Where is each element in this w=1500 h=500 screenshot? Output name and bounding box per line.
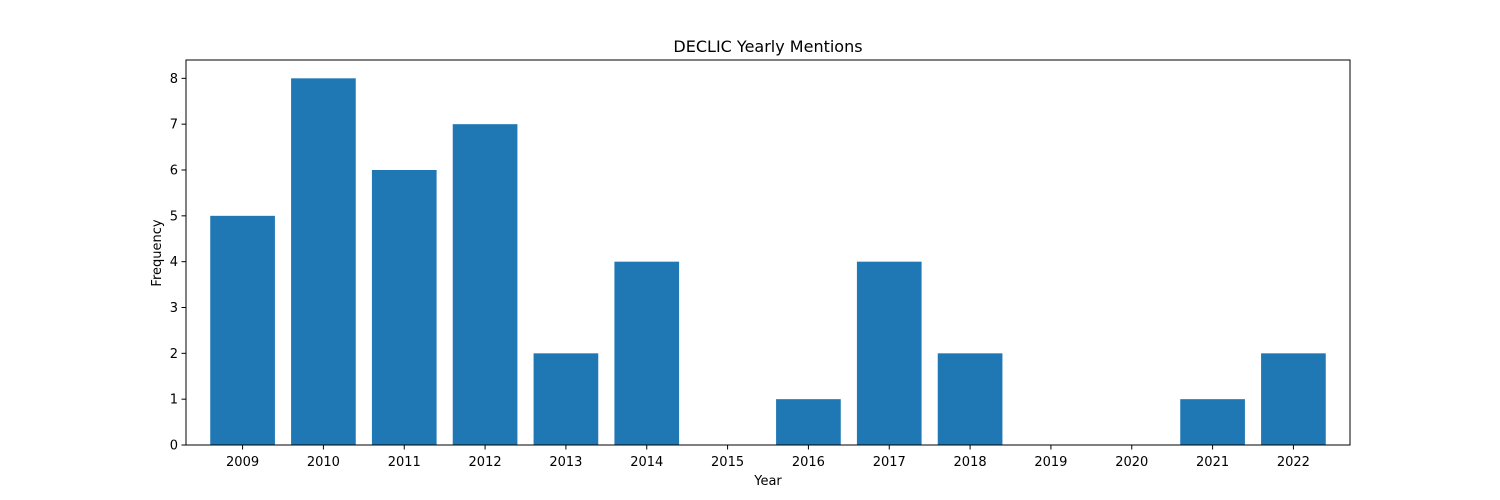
y-tick-label-4: 4 — [170, 255, 178, 270]
x-tick-label-2014: 2014 — [630, 455, 663, 470]
bar-2017 — [856, 261, 922, 445]
y-tick-label-1: 1 — [170, 393, 178, 408]
axes-layer: 2009 2010 2011 2012 2013 2014 2015 2016 2017 2018… — [170, 59, 1351, 470]
chart-title: DECLIC Yearly Mentions — [673, 37, 862, 56]
x-tick-label-2019: 2019 — [1034, 455, 1067, 470]
x-tick-label-2011: 2011 — [388, 455, 421, 470]
bar-2021 — [1180, 399, 1245, 445]
y-axis-label: Frequency — [150, 219, 165, 286]
x-tick-label-2012: 2012 — [469, 455, 502, 470]
y-tick-label-5: 5 — [170, 209, 178, 224]
bar-2022 — [1261, 353, 1326, 445]
bar-2018 — [937, 353, 1003, 445]
y-tick-label-6: 6 — [170, 164, 178, 179]
y-tick-label-2: 2 — [170, 347, 178, 362]
x-tick-label-2010: 2010 — [307, 455, 340, 470]
y-tick-label-3: 3 — [170, 301, 178, 316]
x-tick-label-2015: 2015 — [711, 455, 744, 470]
y-tick-label-8: 8 — [170, 72, 178, 87]
y-tick-label-0: 0 — [170, 439, 178, 454]
x-tick-label-2013: 2013 — [549, 455, 582, 470]
x-tick-label-2016: 2016 — [792, 455, 825, 470]
bars-layer — [210, 78, 1326, 446]
plot-frame — [185, 59, 1351, 446]
x-tick-label-2017: 2017 — [873, 455, 906, 470]
x-tick-label-2021: 2021 — [1196, 455, 1229, 470]
bar-2016 — [776, 399, 841, 445]
bar-2009 — [210, 215, 275, 445]
x-axis-label: Year — [753, 474, 782, 489]
bar-2010 — [291, 78, 356, 445]
x-tick-label-2020: 2020 — [1115, 455, 1148, 470]
bar-2012 — [452, 124, 518, 446]
bar-2014 — [614, 261, 680, 445]
y-tick-label-7: 7 — [170, 118, 178, 133]
bar-2013 — [533, 353, 599, 445]
x-tick-label-2009: 2009 — [226, 455, 259, 470]
x-tick-label-2018: 2018 — [954, 455, 987, 470]
x-tick-label-2022: 2022 — [1277, 455, 1310, 470]
bar-2011 — [371, 170, 437, 445]
